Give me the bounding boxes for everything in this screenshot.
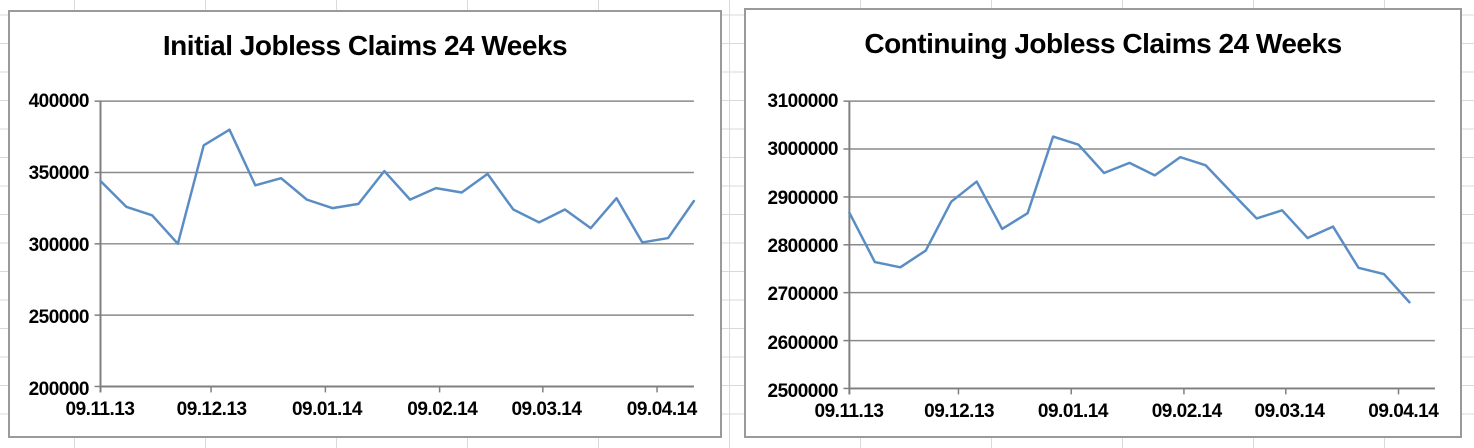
y-axis-tick-label: 250000 [28, 307, 90, 328]
x-axis-tick-label: 09.01.14 [1037, 401, 1108, 422]
line-plot [843, 100, 1435, 395]
x-axis-tick-label: 09.12.13 [176, 399, 247, 420]
chart-continuing-jobless-claims[interactable]: Continuing Jobless Claims 24 Weeks 31000… [744, 8, 1462, 438]
y-axis-tick-label: 300000 [28, 235, 90, 256]
y-axis-tick-label: 400000 [28, 91, 90, 112]
y-axis-tick-label: 2900000 [767, 187, 839, 209]
x-axis-tick-label: 09.11.13 [814, 401, 884, 422]
chart-title: Continuing Jobless Claims 24 Weeks [864, 28, 1342, 59]
x-axis-tick-label: 09.03.14 [511, 399, 582, 420]
data-series-line [99, 128, 696, 246]
x-axis-tick-label: 09.03.14 [1254, 401, 1325, 422]
x-axis-tick-label: 09.04.14 [626, 399, 697, 420]
y-axis-tick-label: 2800000 [767, 236, 839, 257]
chart-initial-jobless-claims[interactable]: Initial Jobless Claims 24 Weeks 400000 35… [8, 10, 722, 438]
x-axis-tick-label: 09.12.13 [924, 401, 995, 422]
data-series-line [848, 135, 1411, 304]
y-axis-tick-label: 350000 [28, 163, 90, 184]
chart-title: Initial Jobless Claims 24 Weeks [162, 30, 568, 61]
x-axis-tick-label: 09.02.14 [407, 399, 478, 420]
line-plot [94, 100, 696, 393]
y-axis-tick-label: 2700000 [767, 284, 839, 306]
y-axis-tick-label: 2500000 [767, 381, 839, 402]
y-axis-tick-label: 3000000 [767, 139, 839, 161]
x-axis-tick-label: 09.04.14 [1368, 401, 1439, 422]
x-axis-tick-label: 09.01.14 [291, 399, 362, 420]
y-axis-tick-label: 3100000 [767, 91, 839, 112]
x-axis-tick-label: 09.11.13 [65, 399, 135, 420]
x-axis-tick-label: 09.02.14 [1151, 401, 1222, 422]
y-axis-tick-label: 2600000 [767, 332, 839, 354]
y-axis-tick-label: 200000 [28, 379, 90, 400]
